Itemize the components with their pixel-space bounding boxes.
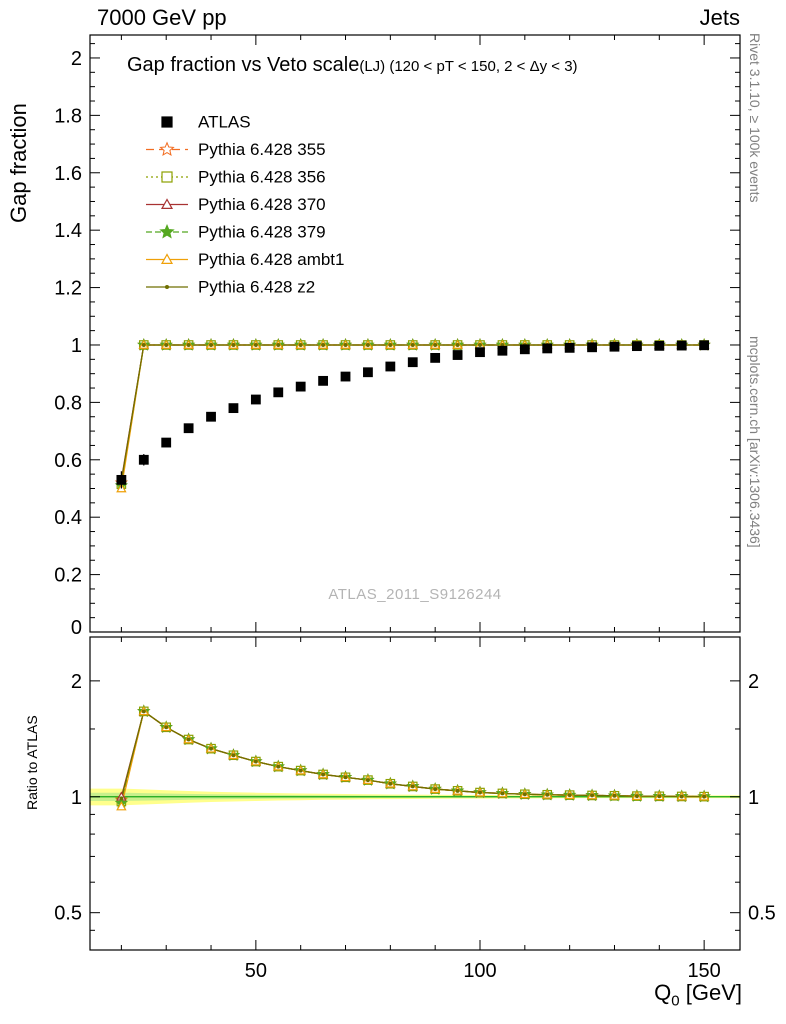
svg-text:1: 1 [71, 787, 82, 809]
process-label: Jets [699, 5, 740, 30]
y-axis-label-main: Gap fraction [6, 103, 31, 223]
x-axis-label: Q0 [GeV] [654, 980, 742, 1009]
svg-text:1: 1 [748, 787, 759, 809]
svg-text:2: 2 [748, 671, 759, 693]
x-axis-label-unit: [GeV] [679, 980, 742, 1005]
mcplots-arxiv-note: mcplots.cern.ch [arXiv:1306.3436] [747, 336, 763, 548]
analysis-id-watermark: ATLAS_2011_S9126244 [328, 586, 502, 603]
svg-text:0.4: 0.4 [54, 507, 82, 529]
svg-text:Pythia 6.428 370: Pythia 6.428 370 [198, 195, 326, 214]
x-axis-label-base: Q [654, 980, 672, 1005]
plot-title: Gap fraction vs Veto scale(LJ) (120 < pT… [127, 54, 578, 77]
svg-text:0.5: 0.5 [748, 903, 776, 925]
svg-text:Pythia 6.428 379: Pythia 6.428 379 [198, 223, 326, 242]
svg-text:1.6: 1.6 [54, 163, 82, 185]
svg-text:0.6: 0.6 [54, 450, 82, 472]
svg-text:Pythia 6.428 356: Pythia 6.428 356 [198, 168, 326, 187]
svg-text:1: 1 [71, 335, 82, 357]
svg-text:150: 150 [687, 960, 720, 982]
svg-text:1.2: 1.2 [54, 278, 82, 300]
plot-title-main: Gap fraction vs Veto scale [127, 54, 360, 76]
svg-text:0.8: 0.8 [54, 392, 82, 414]
beam-energy-label: 7000 GeV pp [97, 5, 227, 30]
svg-text:1.4: 1.4 [54, 220, 82, 242]
x-axis-label-sub: 0 [671, 992, 680, 1010]
svg-text:Pythia 6.428 ambt1: Pythia 6.428 ambt1 [198, 250, 344, 269]
svg-text:2: 2 [71, 48, 82, 70]
y-axis-label-ratio: Ratio to ATLAS [24, 715, 40, 810]
svg-text:0: 0 [71, 617, 82, 639]
svg-text:100: 100 [463, 960, 496, 982]
svg-text:2: 2 [71, 671, 82, 693]
svg-text:Pythia 6.428 z2: Pythia 6.428 z2 [198, 278, 315, 297]
plot-title-cuts: (LJ) (120 < pT < 150, 2 < Δy < 3) [359, 58, 578, 75]
rivet-version-note: Rivet 3.1.10, ≥ 100k events [747, 33, 763, 203]
svg-text:50: 50 [245, 960, 267, 982]
svg-text:Pythia 6.428 355: Pythia 6.428 355 [198, 140, 326, 159]
svg-text:ATLAS: ATLAS [198, 113, 251, 132]
svg-text:0.5: 0.5 [54, 903, 82, 925]
svg-text:1.8: 1.8 [54, 105, 82, 127]
svg-text:0.2: 0.2 [54, 565, 82, 587]
